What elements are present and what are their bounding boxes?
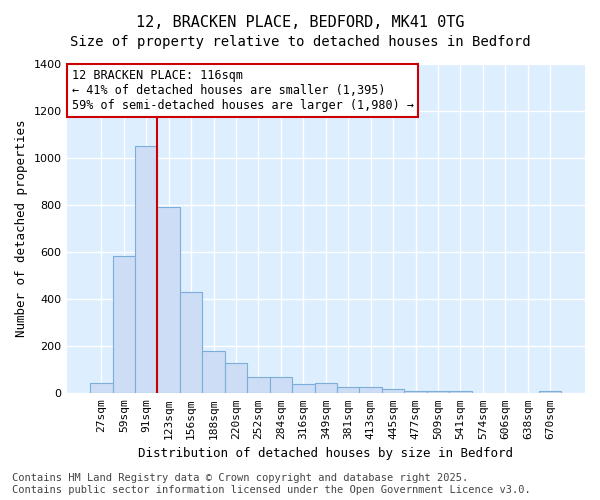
Bar	[180, 292, 202, 394]
Bar	[90, 382, 113, 394]
Bar	[359, 388, 382, 394]
Bar	[449, 392, 472, 394]
Text: 12 BRACKEN PLACE: 116sqm
← 41% of detached houses are smaller (1,395)
59% of sem: 12 BRACKEN PLACE: 116sqm ← 41% of detach…	[72, 69, 414, 112]
Text: Contains HM Land Registry data © Crown copyright and database right 2025.
Contai: Contains HM Land Registry data © Crown c…	[12, 474, 531, 495]
Text: 12, BRACKEN PLACE, BEDFORD, MK41 0TG: 12, BRACKEN PLACE, BEDFORD, MK41 0TG	[136, 15, 464, 30]
Y-axis label: Number of detached properties: Number of detached properties	[15, 120, 28, 338]
Bar	[135, 146, 157, 394]
Bar	[225, 363, 247, 394]
Bar	[202, 352, 225, 394]
Bar	[382, 389, 404, 394]
Bar	[539, 391, 562, 394]
Bar	[292, 384, 314, 394]
Text: Size of property relative to detached houses in Bedford: Size of property relative to detached ho…	[70, 35, 530, 49]
Bar	[247, 378, 269, 394]
Bar	[314, 384, 337, 394]
Bar	[337, 388, 359, 394]
Bar	[157, 208, 180, 394]
Bar	[404, 391, 427, 394]
X-axis label: Distribution of detached houses by size in Bedford: Distribution of detached houses by size …	[138, 447, 513, 460]
Bar	[113, 256, 135, 394]
Bar	[427, 391, 449, 394]
Bar	[269, 378, 292, 394]
